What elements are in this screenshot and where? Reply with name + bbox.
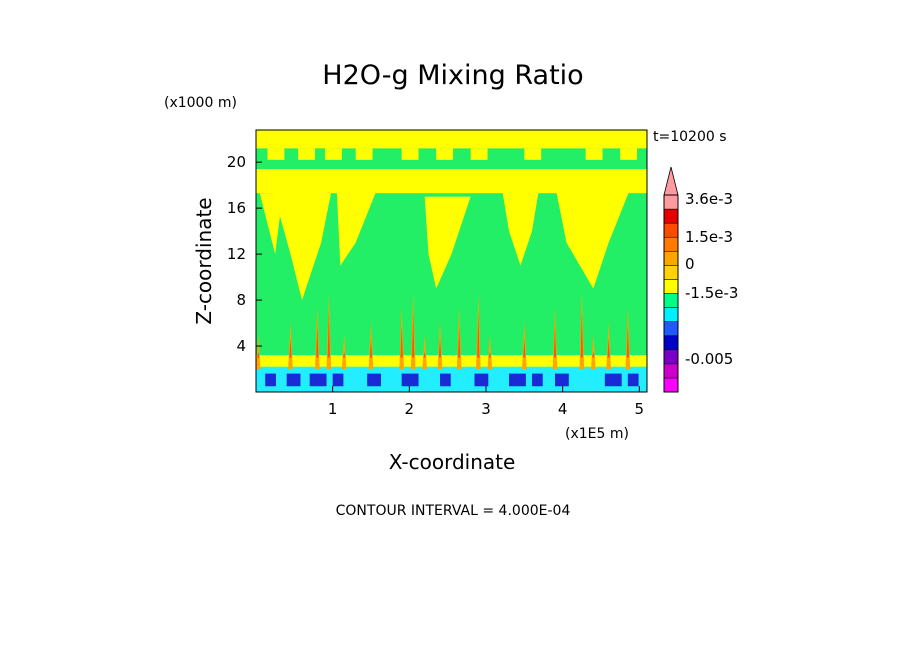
colorbar-swatch: [663, 222, 679, 238]
checker-cell: [267, 148, 285, 160]
colorbar-frame: [663, 194, 679, 393]
colorbar-swatch: [663, 236, 679, 252]
plot-frame: [255, 129, 648, 393]
colorbar-swatch: [663, 321, 679, 336]
updraft-core: [412, 310, 415, 358]
updraft-core: [316, 324, 319, 358]
x-tick-label: 1: [328, 400, 338, 418]
updraft-core: [438, 337, 442, 358]
updraft-core: [592, 351, 595, 358]
updraft-core: [400, 324, 403, 358]
checker-cell: [325, 148, 342, 160]
updraft-streak: [341, 334, 347, 370]
negative-blotch: [309, 373, 327, 387]
checker-cell: [470, 148, 488, 160]
updraft-core: [477, 310, 480, 358]
negative-blotch: [440, 373, 451, 387]
negative-blotch: [332, 373, 344, 387]
updraft-core: [257, 351, 260, 358]
updraft-core: [626, 324, 629, 358]
x-tick-label: 5: [635, 400, 645, 418]
y-tick-label: 4: [236, 337, 246, 355]
checker-cell: [620, 148, 638, 160]
yellow-plume: [501, 185, 540, 266]
colorbar-label: -1.5e-3: [685, 284, 738, 302]
colorbar-swatch: [663, 377, 679, 393]
x-axis: 1 2 3 4 5: [328, 386, 644, 418]
checker-cell: [298, 148, 316, 160]
negative-blotch: [265, 373, 276, 387]
y-axis-label: Z-coordinate: [192, 197, 216, 324]
y-tick-label: 16: [227, 199, 246, 217]
updraft-streak: [591, 334, 596, 370]
negative-blotch: [286, 373, 301, 387]
chart-title: H2O-g Mixing Ratio: [322, 60, 583, 91]
colorbar-swatch: [663, 349, 679, 365]
negative-blotch: [509, 373, 526, 387]
checker-cell: [524, 148, 542, 160]
updraft-core: [423, 351, 426, 358]
y-axis: 4 8 12 16 20: [227, 153, 262, 355]
updraft-core: [327, 310, 330, 358]
updraft-core: [289, 337, 292, 358]
colorbar-swatch: [663, 279, 679, 294]
updraft-core: [580, 310, 583, 358]
negative-blotch: [604, 373, 622, 387]
colorbar-swatch: [663, 194, 679, 210]
contour-field: [256, 130, 647, 392]
colorbar-label: 3.6e-3: [685, 190, 733, 208]
y-tick-label: 12: [227, 245, 246, 263]
colorbar-arrow: [663, 166, 679, 196]
yellow-plume: [259, 193, 283, 255]
negative-blotch: [367, 373, 381, 387]
colorbar-swatch: [663, 335, 679, 351]
top-yellow-band: [256, 130, 647, 149]
colorbar-swatch: [663, 307, 679, 322]
updraft-core: [369, 337, 373, 358]
y-tick-label: 20: [227, 153, 246, 171]
updraft-core: [607, 337, 610, 358]
updraft-core: [488, 351, 491, 358]
checker-cell: [436, 148, 454, 160]
updraft-core: [343, 351, 346, 358]
checker-cell: [401, 148, 419, 160]
low-yellow-band: [256, 355, 647, 367]
x-unit-label: (x1E5 m): [565, 426, 629, 442]
updraft-core: [523, 337, 526, 358]
colorbar-swatch: [663, 293, 679, 308]
time-label: t=10200 s: [653, 129, 727, 145]
plot-area: [256, 130, 647, 392]
checker-cell: [585, 148, 603, 160]
yellow-plume: [424, 196, 471, 289]
x-tick-label: 4: [558, 400, 568, 418]
colorbar-swatch: [663, 251, 679, 266]
colorbar-swatch: [663, 363, 679, 379]
negative-blotch: [532, 373, 543, 387]
colorbar-swatch: [663, 208, 679, 224]
negative-blotch: [401, 373, 419, 387]
contour-interval-footer: CONTOUR INTERVAL = 4.000E-04: [336, 503, 571, 519]
checker-cell: [355, 148, 373, 160]
colorbar-swatch: [663, 265, 679, 280]
y-tick-label: 8: [236, 291, 246, 309]
updraft-streak: [487, 334, 493, 370]
colorbar-label: 1.5e-3: [685, 228, 733, 246]
x-tick-label: 2: [405, 400, 415, 418]
updraft-streak: [422, 334, 427, 370]
colorbar-label: 0: [685, 255, 695, 273]
colorbar-label: -0.005: [685, 350, 733, 368]
x-tick-label: 3: [481, 400, 491, 418]
negative-blotch: [474, 373, 489, 387]
yellow-plume: [555, 185, 632, 289]
negative-blotch: [627, 373, 639, 387]
updraft-core: [458, 324, 461, 358]
x-axis-label: X-coordinate: [389, 450, 516, 474]
yellow-plume: [336, 185, 379, 266]
updraft-core: [553, 324, 557, 358]
negative-blotch: [555, 373, 569, 387]
colorbar: 3.6e-3 1.5e-3 0 -1.5e-3 -0.005: [663, 166, 738, 393]
y-unit-label: (x1000 m): [164, 95, 237, 111]
yellow-plume: [271, 185, 333, 301]
